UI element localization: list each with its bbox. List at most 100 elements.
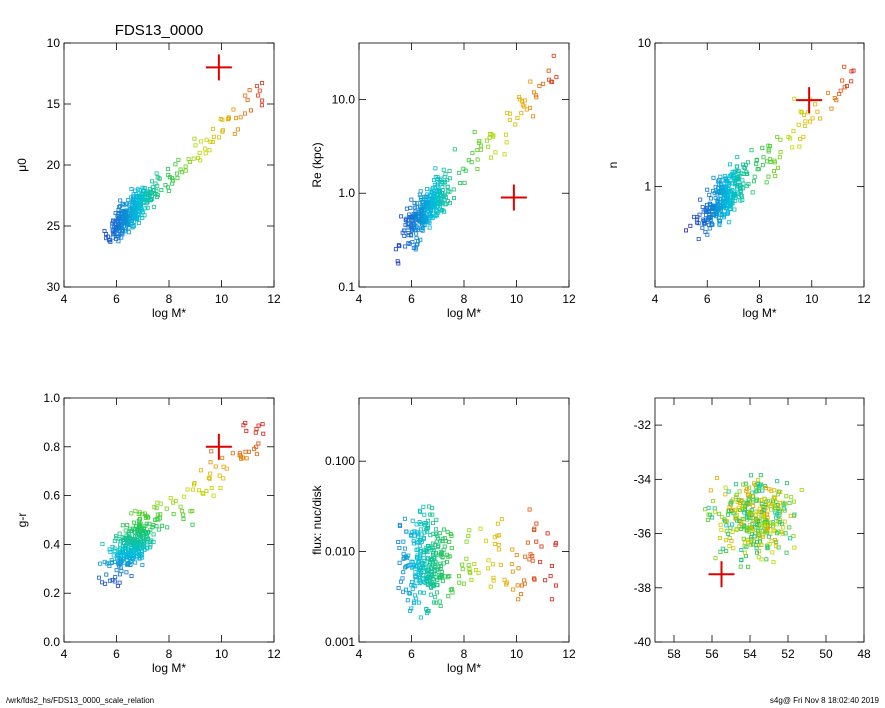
scatter-point: [117, 531, 122, 536]
scatter-point: [144, 201, 149, 206]
y-tick-label: 25: [47, 219, 61, 233]
scatter-point: [181, 517, 186, 522]
scatter-point: [803, 119, 808, 124]
scatter-point: [837, 92, 842, 97]
scatter-point: [171, 512, 176, 517]
scatter-point: [527, 557, 532, 562]
scatter-point: [705, 187, 710, 192]
scatter-point: [792, 96, 797, 101]
scatter-point: [128, 528, 133, 533]
scatter-point: [703, 507, 708, 512]
scatter-point: [441, 167, 446, 172]
scatter-point: [554, 75, 559, 80]
scatter-point: [396, 243, 401, 248]
scatter-point: [126, 230, 131, 235]
scatter-point: [211, 134, 216, 139]
scatter-point: [135, 187, 140, 192]
y-tick-label: 0.6: [43, 489, 60, 503]
scatter-point: [257, 88, 262, 93]
scatter-point: [256, 93, 261, 98]
scatter-point: [137, 556, 142, 561]
scatter-point: [810, 116, 815, 121]
scatter-point: [197, 150, 202, 155]
scatter-point: [505, 580, 510, 585]
scatter-point: [106, 561, 111, 566]
scatter-point: [751, 504, 756, 509]
scatter-point: [771, 495, 776, 500]
scatter-point: [722, 213, 727, 218]
scatter-point: [256, 423, 261, 428]
x-tick-label: 4: [356, 647, 363, 661]
scatter-point: [404, 587, 409, 592]
scatter-point: [233, 116, 238, 121]
scatter-point: [721, 212, 726, 217]
scatter-point: [472, 129, 477, 134]
x-tick-label: 4: [356, 292, 363, 306]
scatter-point: [424, 215, 429, 220]
scatter-point: [403, 222, 408, 227]
scatter-point: [713, 209, 718, 214]
scatter-point: [428, 512, 433, 517]
scatter-point: [123, 221, 128, 226]
scatter-point: [260, 422, 265, 427]
scatter-point: [741, 536, 746, 541]
scatter-point: [525, 540, 530, 545]
scatter-point: [112, 546, 117, 551]
scatter-point: [412, 200, 417, 205]
scatter-point: [698, 197, 703, 202]
scatter-point: [496, 542, 501, 547]
scatter-point: [144, 546, 149, 551]
scatter-point: [532, 576, 537, 581]
scatter-point: [412, 601, 417, 606]
scatter-point: [434, 567, 439, 572]
scatter-point: [694, 217, 699, 222]
panel-1: 4 6 8 10 12 10 15 20 25 30 log M* μ0 FDS13_0000: [15, 22, 281, 320]
scatter-point: [254, 444, 259, 449]
scatter-point: [763, 486, 768, 491]
scatter-point: [434, 201, 439, 206]
scatter-point: [733, 170, 738, 175]
scatter-point: [534, 95, 539, 100]
scatter-point: [204, 137, 209, 142]
scatter-point: [514, 553, 519, 558]
scatter-point: [756, 534, 761, 539]
scatter-point: [749, 148, 754, 153]
scatter-point: [402, 516, 407, 521]
scatter-point: [808, 119, 813, 124]
scatter-point: [404, 554, 409, 559]
y-tick-label: 0.4: [43, 537, 60, 551]
scatter-point: [470, 151, 475, 156]
scatter-point: [231, 107, 236, 112]
axes-frame: [63, 397, 275, 643]
scatter-point: [740, 198, 745, 203]
scatter-point: [746, 491, 751, 496]
scatter-point: [442, 536, 447, 541]
x-tick-label: 10: [215, 647, 229, 661]
scatter-point: [705, 517, 710, 522]
scatter-point: [714, 476, 719, 481]
scatter-point: [124, 552, 129, 557]
scatter-point: [168, 496, 173, 501]
scatter-point: [475, 157, 480, 162]
scatter-point: [803, 123, 808, 128]
scatter-point: [776, 492, 781, 497]
scatter-point: [534, 539, 539, 544]
scatter-point: [428, 592, 433, 597]
scatter-point: [728, 189, 733, 194]
scatter-point: [170, 176, 175, 181]
x-tick-label: 8: [166, 292, 173, 306]
scatter-point: [159, 188, 164, 193]
scatter-point: [736, 505, 741, 510]
scatter-point: [734, 507, 739, 512]
scatter-point: [411, 583, 416, 588]
scatter-point: [178, 504, 183, 509]
scatter-point: [111, 553, 116, 558]
scatter-point: [746, 540, 751, 545]
scatter-point: [725, 512, 730, 517]
scatter-point: [409, 606, 414, 611]
scatter-point: [721, 190, 726, 195]
scatter-point: [182, 494, 187, 499]
scatter-point: [129, 511, 134, 516]
scatter-point: [491, 575, 496, 580]
scatter-point: [151, 523, 156, 528]
